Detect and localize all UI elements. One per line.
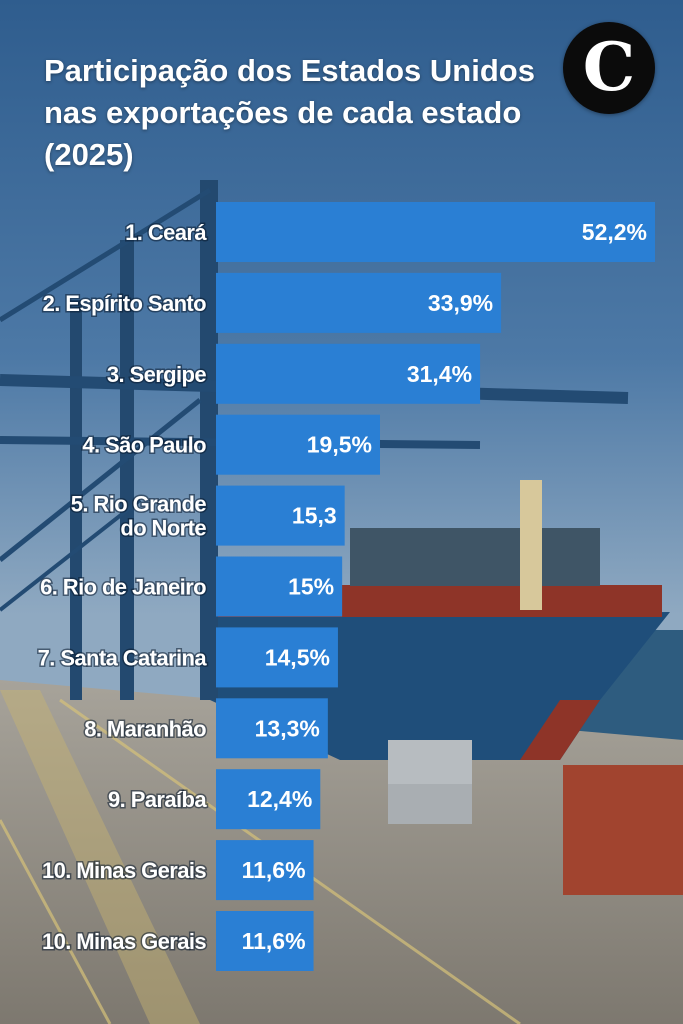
bar	[216, 272, 502, 333]
category-label: 9. Paraíba	[108, 787, 207, 812]
bar-group: 14,5% 7. Santa Catarina	[36, 627, 338, 688]
category-label: 3. Sergipe	[107, 362, 207, 387]
bar	[216, 556, 343, 617]
value-label: 14,5%	[265, 644, 330, 670]
bar-group: 33,9% 2. Espírito Santo	[41, 272, 502, 333]
value-label: 52,2%	[582, 219, 647, 245]
category-label: 10. Minas Gerais	[42, 858, 206, 883]
value-label: 19,5%	[307, 432, 372, 458]
category-label: do Norte	[120, 516, 206, 541]
value-label: 11,6%	[242, 857, 306, 883]
category-label: 4. São Paulo	[82, 433, 206, 458]
category-label: 5. Rio Grande	[71, 492, 207, 517]
value-label: 11,6%	[242, 928, 306, 954]
bar-group: 12,4% 9. Paraíba	[107, 769, 321, 830]
bar	[216, 414, 380, 475]
bar-group: 15% 6. Rio de Janeiro	[39, 556, 343, 617]
bar	[216, 343, 481, 404]
value-label: 15%	[288, 574, 334, 600]
bar	[216, 698, 328, 759]
value-label: 12,4%	[247, 786, 312, 812]
bar-group: 31,4% 3. Sergipe	[105, 343, 481, 404]
category-label: 1. Ceará	[125, 220, 207, 245]
category-label: 2. Espírito Santo	[43, 291, 207, 316]
title-line: Participação dos Estados Unidos	[44, 53, 535, 88]
publisher-logo: C	[563, 22, 655, 114]
bar-group: 19,5% 4. São Paulo	[81, 414, 380, 475]
category-label: 8. Maranhão	[84, 716, 206, 741]
dock	[0, 680, 683, 1024]
bar	[216, 911, 314, 971]
bar-group: 13,3% 8. Maranhão	[83, 698, 328, 759]
category-label: 10. Minas Gerais	[42, 929, 206, 954]
category-label: 7. Santa Catarina	[38, 645, 208, 670]
value-label: 33,9%	[428, 290, 493, 316]
bar	[216, 202, 655, 262]
bar-group: 52,2% 1. Ceará	[124, 202, 655, 262]
bar	[216, 485, 345, 546]
value-label: 13,3%	[255, 715, 320, 741]
bar	[216, 627, 338, 688]
chart-title: Participação dos Estados Unidos nas expo…	[44, 50, 564, 176]
value-label: 31,4%	[407, 361, 472, 387]
title-line: nas exportações de cada estado	[44, 95, 522, 130]
title-line: (2025)	[44, 137, 134, 172]
bar-group: 11,6% 10. Minas Gerais	[40, 911, 314, 971]
category-label: 6. Rio de Janeiro	[40, 575, 206, 600]
bar	[216, 840, 314, 901]
bar	[216, 769, 321, 830]
bar-group: 11,6% 10. Minas Gerais	[40, 840, 314, 901]
logo-letter: C	[582, 28, 636, 106]
value-label: 15,3	[292, 503, 337, 529]
containers	[388, 740, 683, 895]
